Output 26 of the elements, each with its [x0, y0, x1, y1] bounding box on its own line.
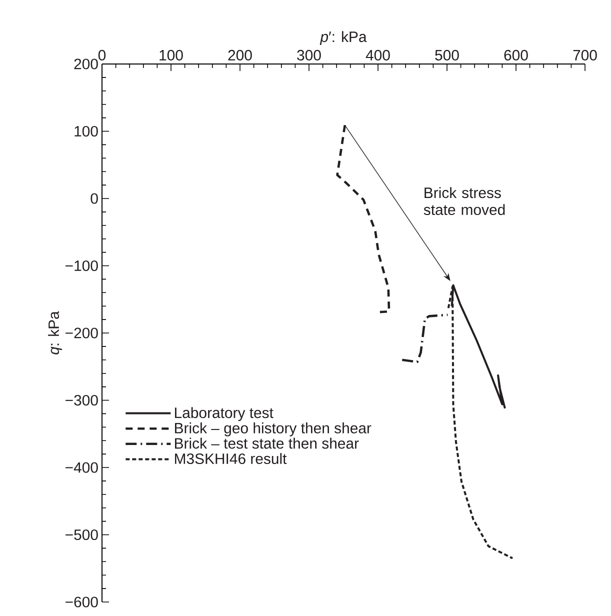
legend-label: Laboratory test: [175, 407, 274, 422]
y-axis-title: q: kPa: [48, 311, 62, 354]
y-tick-label: 200: [74, 58, 98, 70]
legend-label: Brick – test state then shear: [175, 438, 359, 449]
y-tick-label: 100: [74, 126, 98, 137]
x-tick-label: 200: [228, 50, 252, 60]
line-series: [447, 286, 514, 560]
x-tick-label: 500: [435, 50, 459, 60]
y-tick-label: −300: [66, 394, 98, 406]
legend-label: Brick – geo history then shear: [175, 422, 372, 436]
y-tick-label: −400: [66, 462, 98, 473]
x-tick-label: 700: [573, 50, 597, 60]
x-tick-label: 0: [98, 50, 106, 60]
x-tick-label: 300: [297, 50, 321, 60]
annotation: Brick stress state moved: [424, 187, 505, 216]
y-tick-label: −200: [66, 328, 98, 338]
legend-label: M3SKHI46 result: [175, 453, 287, 464]
y-tick-label: −100: [66, 260, 98, 272]
y-tick-label: −500: [66, 529, 98, 540]
x-tick-label: 600: [504, 50, 528, 60]
y-tick-label: −600: [66, 596, 98, 608]
x-tick-label: 100: [160, 50, 183, 60]
x-tick-label: 400: [366, 50, 390, 60]
line-series: [401, 314, 449, 364]
x-axis-title: p′: kPa: [320, 31, 367, 46]
y-tick-label: 0: [90, 193, 98, 204]
